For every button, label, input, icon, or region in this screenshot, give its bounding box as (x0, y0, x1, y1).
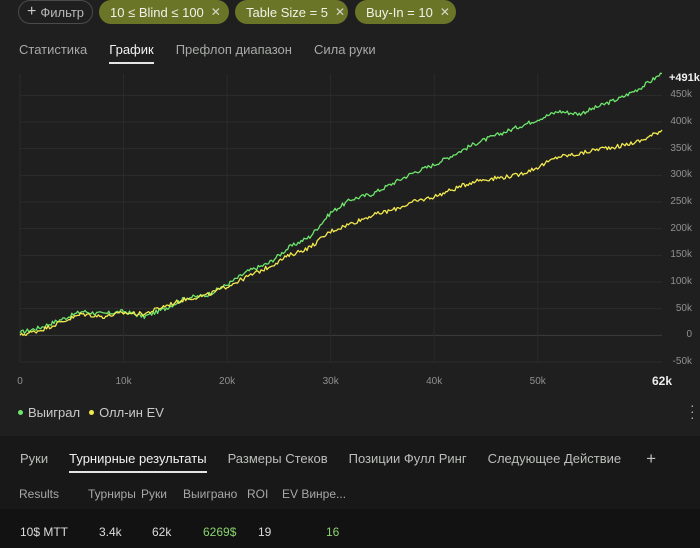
filter-chip-label: 10 ≤ Blind ≤ 100 (110, 4, 204, 20)
column-header-roi[interactable]: ROI (247, 487, 269, 501)
cell-hands: 62k (152, 525, 172, 539)
y-tick-label: -50k (672, 356, 692, 367)
table-row[interactable]: 10$ MTT 3.4k 62k 6269$ 19 16 (0, 509, 700, 548)
tab-tournament-results[interactable]: Турнирные результаты (69, 451, 207, 473)
add-tab-icon[interactable]: + (646, 449, 657, 468)
legend-item-won[interactable]: Выиграл (18, 405, 80, 420)
filter-chip-buy-in[interactable]: Buy-In = 10 ✕ (355, 0, 456, 24)
cell-ev-winrate: 16 (326, 525, 340, 539)
close-icon[interactable]: ✕ (210, 5, 221, 19)
x-tick-label: 20k (219, 376, 236, 387)
cell-won: 6269$ (203, 525, 237, 539)
x-tick-label: 10k (115, 376, 132, 387)
results-panel: Руки Турнирные результаты Размеры Стеков… (0, 436, 700, 548)
filter-chip-label: Table Size = 5 (246, 4, 329, 20)
filter-chip-label: Buy-In = 10 (366, 4, 433, 20)
y-tick-label: 0 (686, 329, 692, 341)
plus-icon: + (27, 3, 37, 20)
y-tick-label: 250k (670, 196, 692, 207)
top-tabs: Статистика График Префлоп диапазон Сила … (19, 42, 398, 64)
tab-preflop-range[interactable]: Префлоп диапазон (175, 42, 292, 57)
winnings-chart: +491k 450k 400k 350k 300k 250k 200k 150k 100k 50… (0, 70, 700, 395)
tab-next-action[interactable]: Следующее Действие (487, 451, 622, 466)
chart-legend: Выиграл Олл-ин EV (18, 405, 173, 420)
legend-dot-icon (18, 410, 23, 415)
y-tick-label: 150k (670, 249, 692, 261)
column-header-ev-winrate[interactable]: EV Винре... (282, 487, 347, 501)
y-tick-label: 400k (670, 116, 692, 127)
y-tick-label: 350k (670, 142, 692, 154)
last-value-label: +491k (669, 72, 700, 84)
x-end-label: 62k (652, 374, 673, 388)
column-header-tournaments[interactable]: Турниры (88, 487, 136, 501)
add-filter-label: Фильтр (40, 4, 85, 20)
legend-label: Выиграл (28, 405, 81, 420)
more-options-icon[interactable]: · · · (690, 397, 695, 425)
add-filter-button[interactable]: + Фильтр (18, 0, 93, 24)
filter-chip-blind[interactable]: 10 ≤ Blind ≤ 100 ✕ (99, 0, 229, 24)
tab-full-ring-positions[interactable]: Позиции Фулл Ринг (348, 451, 467, 466)
x-tick-label: 30k (322, 376, 339, 387)
y-tick-label: 50k (675, 302, 692, 314)
y-tick-label: 200k (670, 222, 692, 234)
x-tick-label: 40k (426, 376, 443, 387)
close-icon[interactable]: ✕ (439, 5, 450, 19)
cell-roi: 19 (258, 525, 272, 539)
tab-stack-sizes[interactable]: Размеры Стеков (227, 451, 328, 466)
filter-bar: + Фильтр 10 ≤ Blind ≤ 100 ✕ Table Size =… (0, 0, 700, 26)
legend-item-allin-ev[interactable]: Олл-ин EV (89, 405, 164, 420)
cell-results: 10$ MTT (20, 525, 69, 539)
x-tick-label: 0 (17, 376, 23, 387)
y-tick-label: 450k (670, 89, 692, 101)
column-header-won[interactable]: Выиграно (183, 487, 238, 501)
legend-dot-icon (89, 410, 95, 415)
filter-chip-table-size[interactable]: Table Size = 5 ✕ (235, 0, 348, 24)
legend-label: Олл-ин EV (99, 405, 164, 420)
chart-canvas (19, 72, 663, 363)
series-line-0 (19, 72, 663, 335)
close-icon[interactable]: ✕ (335, 5, 346, 19)
series-line-1 (19, 129, 663, 337)
tab-statistics[interactable]: Статистика (19, 42, 88, 57)
y-tick-label: 100k (670, 276, 692, 287)
y-tick-label: 300k (670, 169, 692, 181)
table-header: Results Турниры Руки Выиграно ROI EV Вин… (0, 487, 700, 507)
column-header-hands[interactable]: Руки (141, 487, 167, 501)
cell-tournaments: 3.4k (99, 525, 122, 539)
tab-hands[interactable]: Руки (20, 451, 49, 466)
x-tick-label: 50k (529, 376, 546, 387)
bottom-tabs: Руки Турнирные результаты Размеры Стеков… (20, 449, 657, 473)
tab-hand-strength[interactable]: Сила руки (313, 42, 376, 57)
column-header-results[interactable]: Results (19, 487, 60, 501)
tab-graph[interactable]: График (109, 42, 154, 64)
